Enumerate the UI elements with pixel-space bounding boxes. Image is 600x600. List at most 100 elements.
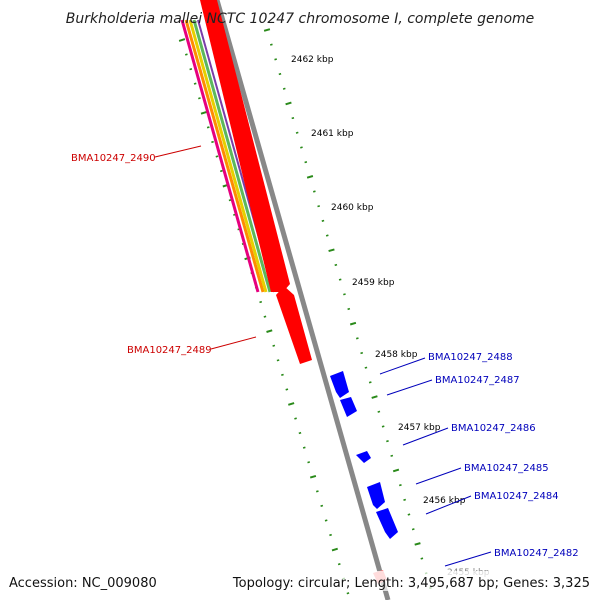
minor-tick	[360, 351, 364, 355]
forward-gene-labels: BMA10247_2490 BMA10247_2489	[71, 145, 257, 356]
minor-tick	[276, 359, 280, 362]
minor-tick	[377, 410, 381, 413]
major-tick	[328, 248, 335, 253]
label-bma10247-2484[interactable]: BMA10247_2484	[474, 491, 559, 502]
minor-tick	[298, 431, 302, 435]
label-bma10247-2482[interactable]: BMA10247_2482	[494, 548, 579, 559]
feature-bands	[180, 19, 275, 293]
kbp-label-2461: 2461 kbp	[311, 129, 354, 139]
kbp-label-2457: 2457 kbp	[398, 423, 441, 433]
minor-tick	[193, 82, 197, 85]
leader-bma10247-2482	[444, 551, 492, 567]
leader-bma10247-2490	[154, 145, 202, 158]
major-tick	[288, 402, 295, 406]
label-bma10247-2488[interactable]: BMA10247_2488	[428, 352, 513, 363]
leader-bma10247-2485	[415, 467, 462, 485]
minor-tick	[329, 533, 332, 537]
kbp-label-2456: 2456 kbp	[423, 496, 466, 506]
minor-tick	[317, 205, 321, 208]
kbp-label-2459: 2459 kbp	[352, 278, 395, 288]
label-bma10247-2489[interactable]: BMA10247_2489	[127, 345, 212, 356]
band-yellow	[188, 19, 268, 293]
kbp-label-2458: 2458 kbp	[375, 350, 418, 360]
gene-bma10247-2484[interactable]	[376, 508, 398, 539]
minor-tick	[368, 381, 372, 384]
gene-bma10247-2490[interactable]	[200, 0, 290, 292]
major-tick	[200, 110, 208, 115]
minor-tick	[407, 513, 411, 516]
major-tick	[263, 28, 271, 32]
label-bma10247-2490[interactable]: BMA10247_2490	[71, 153, 156, 164]
leader-bma10247-2486	[402, 427, 449, 446]
leader-bma10247-2488	[379, 357, 426, 375]
major-tick	[309, 474, 317, 479]
minor-tick	[355, 337, 359, 340]
minor-tick	[324, 519, 328, 522]
minor-tick	[346, 592, 350, 595]
minor-tick	[320, 504, 324, 507]
minor-tick	[390, 454, 394, 457]
minor-tick	[334, 263, 338, 267]
minor-tick	[263, 315, 267, 318]
footer-backdrop	[255, 571, 595, 591]
major-tick	[392, 468, 400, 473]
label-bma10247-2486[interactable]: BMA10247_2486	[451, 423, 536, 434]
inner-tick-track	[178, 38, 350, 595]
minor-tick	[282, 87, 286, 90]
gene-bma10247-2488[interactable]	[330, 371, 349, 398]
minor-tick	[307, 461, 311, 464]
kbp-labels: 2462 kbp 2461 kbp 2460 kbp 2459 kbp 2458…	[291, 55, 490, 578]
major-tick	[285, 101, 292, 106]
minor-tick	[347, 307, 351, 311]
accession-text: Accession: NC_009080	[9, 576, 157, 591]
gene-bma10247-2489[interactable]	[276, 286, 312, 364]
minor-tick	[420, 557, 424, 560]
minor-tick	[269, 43, 273, 46]
minor-tick	[285, 388, 289, 391]
reverse-gene-labels: BMA10247_2488 BMA10247_2487 BMA10247_248…	[379, 352, 579, 567]
minor-tick	[304, 161, 308, 164]
major-tick	[306, 175, 314, 179]
minor-tick	[300, 146, 303, 149]
gene-bma10247-2486[interactable]	[356, 451, 371, 463]
major-tick	[414, 542, 421, 546]
minor-tick	[302, 446, 306, 449]
major-tick	[331, 547, 338, 552]
band-magenta	[180, 19, 260, 293]
minor-tick	[325, 234, 329, 237]
minor-tick	[403, 498, 407, 501]
minor-tick	[206, 126, 210, 129]
major-tick	[371, 395, 378, 399]
major-tick	[266, 329, 273, 333]
kbp-label-2462: 2462 kbp	[291, 55, 334, 65]
kbp-label-2460: 2460 kbp	[331, 203, 374, 213]
minor-tick	[364, 366, 368, 369]
minor-tick	[337, 563, 341, 566]
genome-backbone	[214, 0, 391, 600]
band-orange	[184, 19, 265, 293]
minor-tick	[338, 278, 342, 281]
minor-tick	[295, 131, 299, 134]
minor-tick	[315, 490, 319, 493]
minor-tick	[381, 425, 385, 428]
leader-bma10247-2489	[210, 336, 257, 350]
minor-tick	[274, 58, 278, 61]
minor-tick	[291, 117, 295, 120]
minor-tick	[411, 528, 415, 531]
minor-tick	[321, 219, 325, 222]
gene-bma10247-2487[interactable]	[340, 397, 357, 417]
minor-tick	[312, 190, 316, 193]
minor-tick	[343, 293, 346, 296]
major-tick	[349, 321, 357, 326]
gene-bma10247-2485[interactable]	[367, 482, 385, 509]
major-tick	[178, 38, 186, 42]
leader-bma10247-2484	[425, 495, 472, 515]
label-bma10247-2485[interactable]: BMA10247_2485	[464, 463, 549, 474]
minor-tick	[281, 373, 284, 376]
minor-tick	[294, 417, 297, 420]
label-bma10247-2487[interactable]: BMA10247_2487	[435, 375, 520, 386]
minor-tick	[272, 344, 276, 347]
band-green	[192, 19, 272, 293]
summary-text: Topology: circular; Length: 3,495,687 bp…	[232, 576, 590, 591]
